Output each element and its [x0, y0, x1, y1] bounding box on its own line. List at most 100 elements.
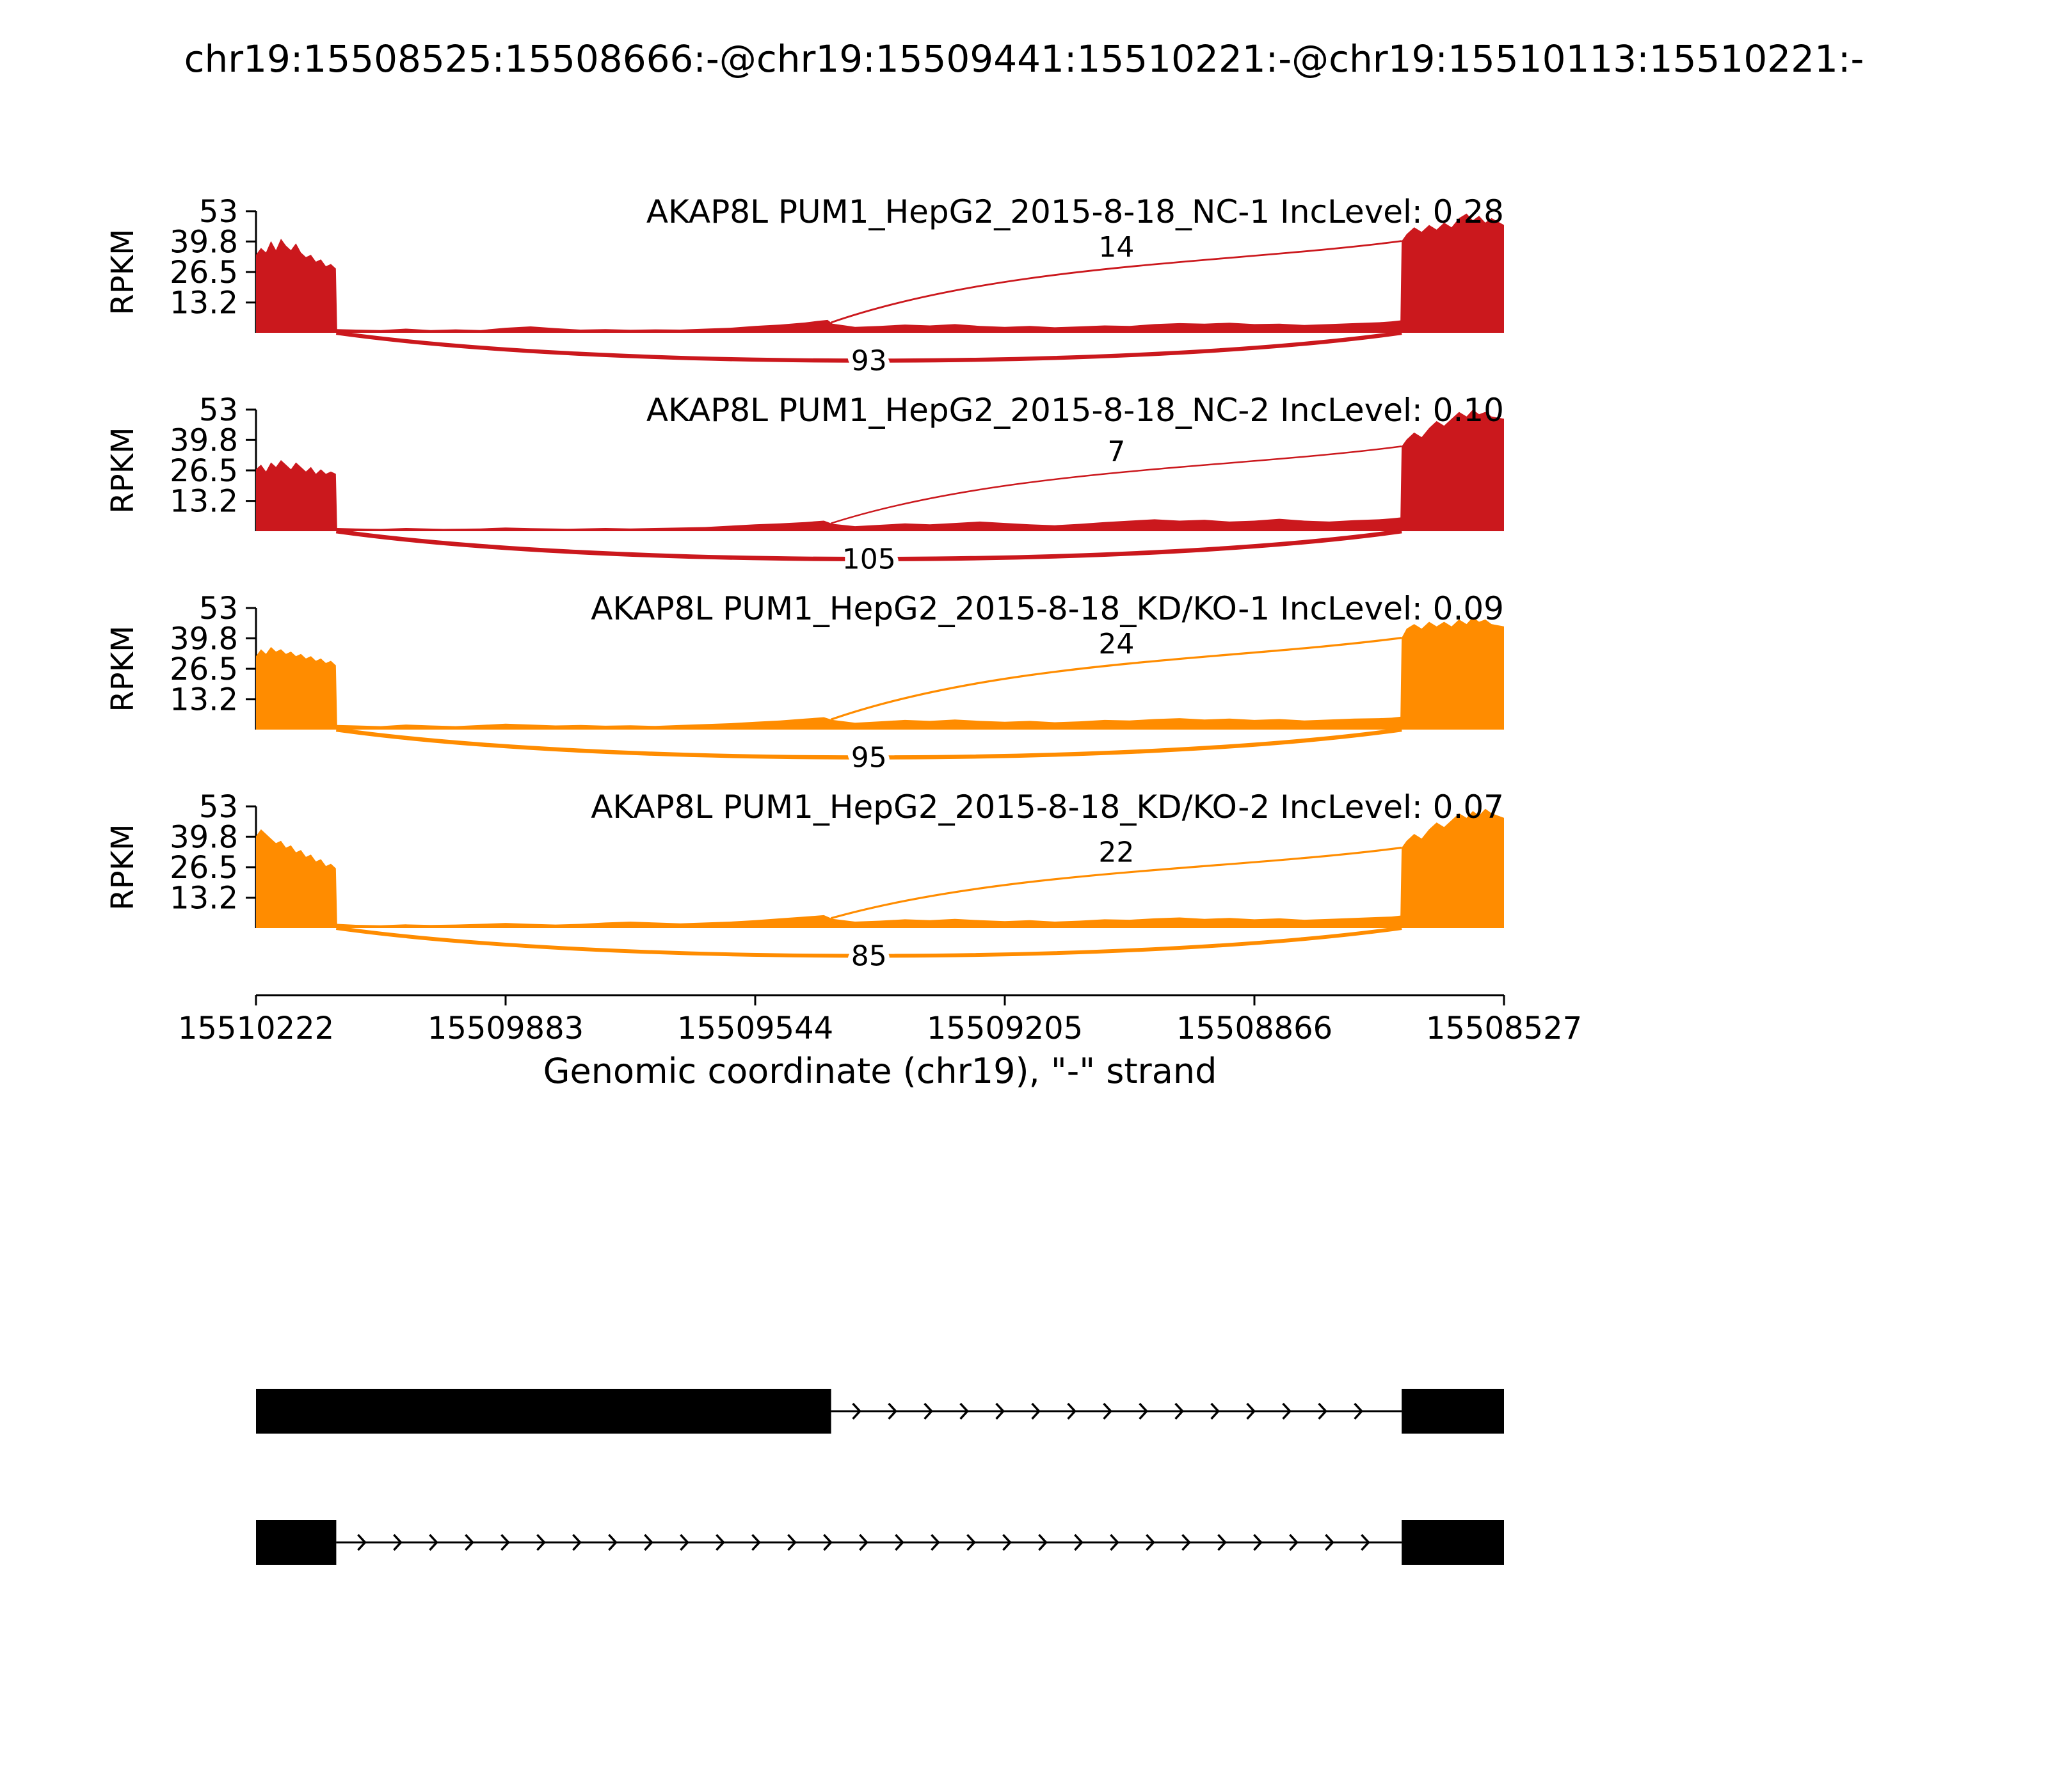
figure-title: chr19:15508525:15508666:-@chr19:15509441…: [184, 37, 1864, 81]
x-tick-label: 15510222: [178, 1011, 334, 1046]
intron-arrow: [966, 1533, 976, 1551]
y-tick-label: 39.8: [170, 819, 238, 855]
track-title: AKAP8L PUM1_HepG2_2015-8-18_NC-1 IncLeve…: [646, 193, 1504, 230]
y-tick-label: 26.5: [170, 652, 238, 687]
intron-arrow: [1361, 1533, 1370, 1551]
intron-arrow: [995, 1402, 1005, 1420]
y-tick-label: 26.5: [170, 255, 238, 291]
intron-arrow: [536, 1533, 546, 1551]
y-axis-label: RPKM: [105, 625, 141, 712]
intron-arrow: [1110, 1533, 1119, 1551]
exon: [1402, 1389, 1504, 1434]
y-tick-label: 13.2: [170, 682, 238, 718]
y-tick-label: 13.2: [170, 484, 238, 520]
y-tick-label: 53: [199, 789, 238, 825]
intron-arrow: [1031, 1402, 1041, 1420]
intron-arrow: [1038, 1533, 1048, 1551]
x-axis-title: Genomic coordinate (chr19), "-" strand: [543, 1051, 1217, 1091]
junction-arc-bottom: [335, 529, 1402, 561]
x-axis: 15510222 15509883 15509544 15509205 15508866…: [178, 994, 1582, 1046]
y-tick-label: 13.2: [170, 881, 238, 916]
intron-arrow: [1246, 1402, 1256, 1420]
intron-arrow: [895, 1533, 904, 1551]
intron-arrow: [644, 1533, 653, 1551]
exon: [256, 1389, 831, 1434]
track-title: AKAP8L PUM1_HepG2_2015-8-18_KD/KO-1 IncL…: [591, 590, 1504, 627]
junction-count: 14: [1098, 231, 1134, 264]
intron-arrow: [859, 1533, 868, 1551]
y-tick-label: 26.5: [170, 453, 238, 489]
intron-arrow: [608, 1533, 618, 1551]
x-tick-label: 15508866: [1176, 1011, 1332, 1046]
y-axis-label: RPKM: [105, 228, 141, 315]
intron-arrow: [680, 1533, 689, 1551]
junction-count: 22: [1098, 836, 1134, 869]
intron-arrow: [852, 1402, 861, 1420]
intron-arrow: [1354, 1402, 1363, 1420]
intron-arrow: [1253, 1533, 1263, 1551]
intron-arrow: [1282, 1402, 1292, 1420]
y-tick-label: 53: [199, 194, 238, 230]
intron-arrow: [959, 1402, 969, 1420]
intron-arrow: [1318, 1402, 1327, 1420]
intron-arrow: [1002, 1533, 1012, 1551]
intron-arrow: [572, 1533, 582, 1551]
exon: [256, 1520, 337, 1565]
intron-arrow: [1325, 1533, 1334, 1551]
intron-arrow: [357, 1533, 367, 1551]
junction-arc-bottom: [335, 330, 1402, 363]
junction-count: 93: [851, 345, 887, 378]
track-title: AKAP8L PUM1_HepG2_2015-8-18_NC-2 IncLeve…: [646, 392, 1504, 429]
y-tick-label: 39.8: [170, 422, 238, 458]
track-3: 13.226.539.853 RPKM AKAP8L PUM1_HepG2_2015…: [105, 590, 1504, 780]
intron-arrow: [1174, 1402, 1184, 1420]
y-tick-label: 53: [199, 392, 238, 428]
junction-count: 85: [851, 940, 887, 973]
intron-arrow: [823, 1533, 833, 1551]
y-tick-label: 39.8: [170, 224, 238, 260]
y-axis-label: RPKM: [105, 824, 141, 910]
y-tick-label: 26.5: [170, 850, 238, 886]
isoform-1: [256, 1389, 1504, 1434]
intron-arrow: [787, 1533, 797, 1551]
intron-arrow: [1103, 1402, 1112, 1420]
intron-arrow: [924, 1402, 933, 1420]
isoform-2: [256, 1520, 1504, 1565]
intron-arrow: [751, 1533, 761, 1551]
x-tick-label: 15509544: [677, 1011, 833, 1046]
x-tick-label: 15508527: [1426, 1011, 1582, 1046]
intron-arrow: [1210, 1402, 1220, 1420]
y-tick-label: 53: [199, 591, 238, 627]
junction-count: 7: [1107, 436, 1125, 468]
intron-arrow: [500, 1533, 510, 1551]
y-axis-label: RPKM: [105, 427, 141, 513]
x-tick-label: 15509883: [428, 1011, 584, 1046]
intron-arrow: [1146, 1533, 1155, 1551]
intron-arrow: [716, 1533, 725, 1551]
junction-arc-top: [831, 846, 1402, 920]
intron-arrow: [1289, 1533, 1299, 1551]
y-tick-label: 39.8: [170, 621, 238, 657]
junction-arc-bottom: [335, 926, 1402, 958]
intron-arrow: [1217, 1533, 1227, 1551]
junction-count: 95: [851, 742, 887, 774]
junction-arc-top: [831, 636, 1402, 721]
junction-count: 24: [1098, 628, 1134, 660]
track-1: 13.226.539.853 RPKM AKAP8L PUM1_HepG2_2015…: [105, 193, 1504, 383]
intron-arrow: [1181, 1533, 1191, 1551]
track-4: 13.226.539.853 RPKM AKAP8L PUM1_HepG2_2015…: [105, 788, 1504, 978]
y-tick-label: 13.2: [170, 285, 238, 321]
intron-arrow: [1067, 1402, 1076, 1420]
junction-arc-bottom: [335, 727, 1402, 760]
coverage-area: [256, 617, 1504, 730]
intron-arrow: [1074, 1533, 1084, 1551]
track-title: AKAP8L PUM1_HepG2_2015-8-18_KD/KO-2 IncL…: [591, 788, 1504, 826]
intron-arrow: [429, 1533, 438, 1551]
track-2: 13.226.539.853 RPKM AKAP8L PUM1_HepG2_2015…: [105, 392, 1504, 581]
junction-count: 105: [842, 543, 896, 576]
coverage-area: [256, 213, 1504, 333]
intron-arrow: [393, 1533, 403, 1551]
x-tick-label: 15509205: [927, 1011, 1083, 1046]
